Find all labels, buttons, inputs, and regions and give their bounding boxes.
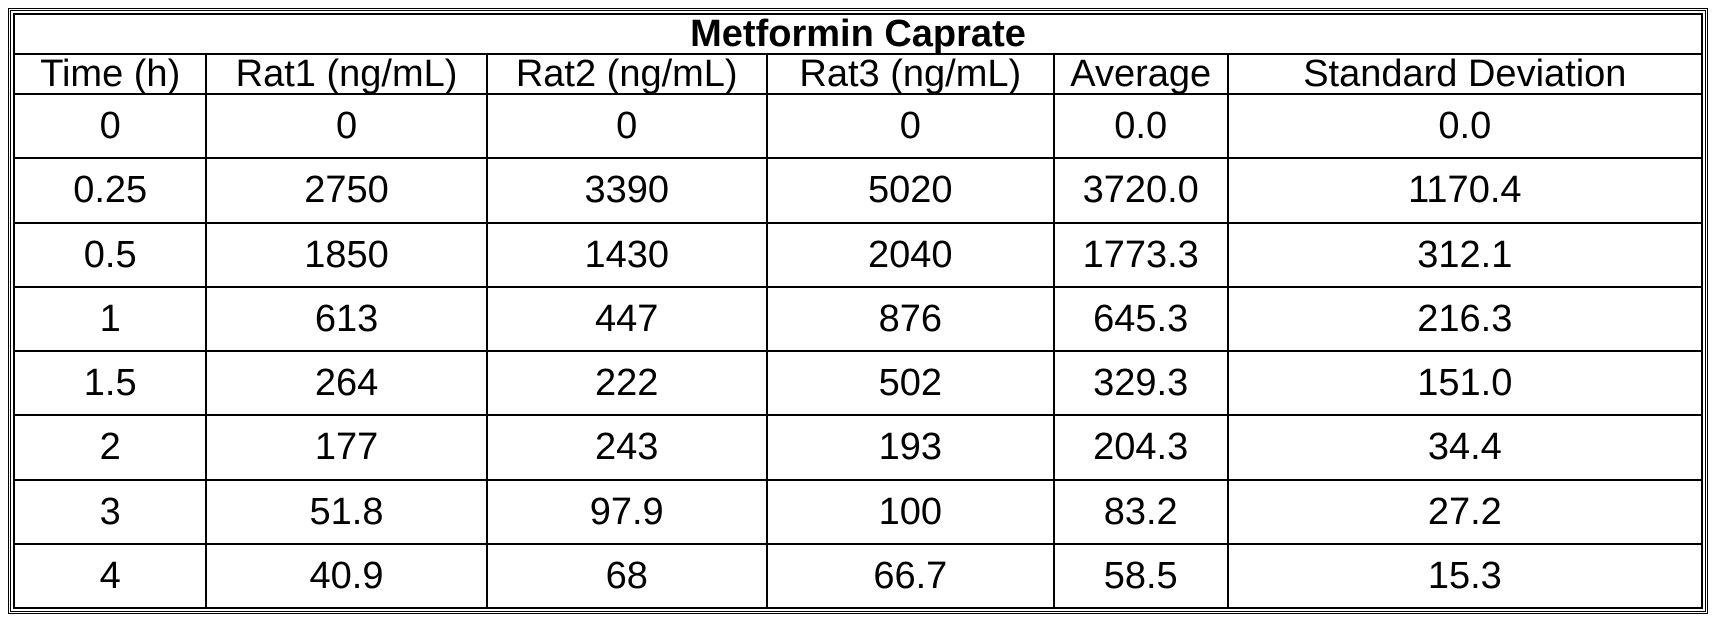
- cell-rat2: 447: [487, 287, 767, 351]
- cell-rat1: 0: [206, 94, 486, 158]
- cell-rat1: 177: [206, 415, 486, 479]
- column-header-average: Average: [1054, 54, 1228, 94]
- cell-time: 4: [14, 544, 206, 608]
- cell-rat3: 876: [767, 287, 1054, 351]
- table-header-row: Time (h) Rat1 (ng/mL) Rat2 (ng/mL) Rat3 …: [14, 54, 1702, 94]
- cell-rat2: 243: [487, 415, 767, 479]
- cell-rat3: 66.7: [767, 544, 1054, 608]
- cell-time: 0: [14, 94, 206, 158]
- cell-rat2: 222: [487, 351, 767, 415]
- cell-rat2: 68: [487, 544, 767, 608]
- table-title-row: Metformin Caprate: [14, 14, 1702, 54]
- column-header-rat1: Rat1 (ng/mL): [206, 54, 486, 94]
- cell-rat3: 193: [767, 415, 1054, 479]
- column-header-rat2: Rat2 (ng/mL): [487, 54, 767, 94]
- table-row: 0.5 1850 1430 2040 1773.3 312.1: [14, 223, 1702, 287]
- cell-rat1: 40.9: [206, 544, 486, 608]
- cell-rat3: 5020: [767, 158, 1054, 222]
- table-row: 1 613 447 876 645.3 216.3: [14, 287, 1702, 351]
- cell-rat2: 0: [487, 94, 767, 158]
- table-row: 4 40.9 68 66.7 58.5 15.3: [14, 544, 1702, 608]
- cell-rat2: 1430: [487, 223, 767, 287]
- cell-average: 83.2: [1054, 480, 1228, 544]
- cell-standard-deviation: 34.4: [1228, 415, 1702, 479]
- table-row: 0 0 0 0 0.0 0.0: [14, 94, 1702, 158]
- cell-time: 1.5: [14, 351, 206, 415]
- cell-rat1: 264: [206, 351, 486, 415]
- cell-standard-deviation: 151.0: [1228, 351, 1702, 415]
- column-header-rat3: Rat3 (ng/mL): [767, 54, 1054, 94]
- cell-average: 329.3: [1054, 351, 1228, 415]
- cell-time: 0.25: [14, 158, 206, 222]
- cell-rat2: 97.9: [487, 480, 767, 544]
- cell-rat1: 613: [206, 287, 486, 351]
- cell-rat1: 2750: [206, 158, 486, 222]
- cell-time: 1: [14, 287, 206, 351]
- cell-standard-deviation: 0.0: [1228, 94, 1702, 158]
- cell-standard-deviation: 216.3: [1228, 287, 1702, 351]
- cell-average: 0.0: [1054, 94, 1228, 158]
- column-header-time: Time (h): [14, 54, 206, 94]
- cell-average: 1773.3: [1054, 223, 1228, 287]
- cell-average: 204.3: [1054, 415, 1228, 479]
- cell-rat3: 100: [767, 480, 1054, 544]
- table-title: Metformin Caprate: [14, 14, 1702, 54]
- cell-rat1: 1850: [206, 223, 486, 287]
- cell-rat2: 3390: [487, 158, 767, 222]
- column-header-standard-deviation: Standard Deviation: [1228, 54, 1702, 94]
- cell-rat1: 51.8: [206, 480, 486, 544]
- table-row: 0.25 2750 3390 5020 3720.0 1170.4: [14, 158, 1702, 222]
- cell-rat3: 2040: [767, 223, 1054, 287]
- metformin-caprate-table-frame: Metformin Caprate Time (h) Rat1 (ng/mL) …: [8, 8, 1708, 614]
- cell-standard-deviation: 27.2: [1228, 480, 1702, 544]
- table-row: 2 177 243 193 204.3 34.4: [14, 415, 1702, 479]
- metformin-caprate-table: Metformin Caprate Time (h) Rat1 (ng/mL) …: [13, 13, 1703, 609]
- cell-standard-deviation: 312.1: [1228, 223, 1702, 287]
- cell-rat3: 502: [767, 351, 1054, 415]
- cell-time: 0.5: [14, 223, 206, 287]
- cell-time: 3: [14, 480, 206, 544]
- table-row: 1.5 264 222 502 329.3 151.0: [14, 351, 1702, 415]
- cell-average: 58.5: [1054, 544, 1228, 608]
- table-row: 3 51.8 97.9 100 83.2 27.2: [14, 480, 1702, 544]
- cell-average: 3720.0: [1054, 158, 1228, 222]
- cell-average: 645.3: [1054, 287, 1228, 351]
- cell-standard-deviation: 15.3: [1228, 544, 1702, 608]
- cell-standard-deviation: 1170.4: [1228, 158, 1702, 222]
- cell-rat3: 0: [767, 94, 1054, 158]
- cell-time: 2: [14, 415, 206, 479]
